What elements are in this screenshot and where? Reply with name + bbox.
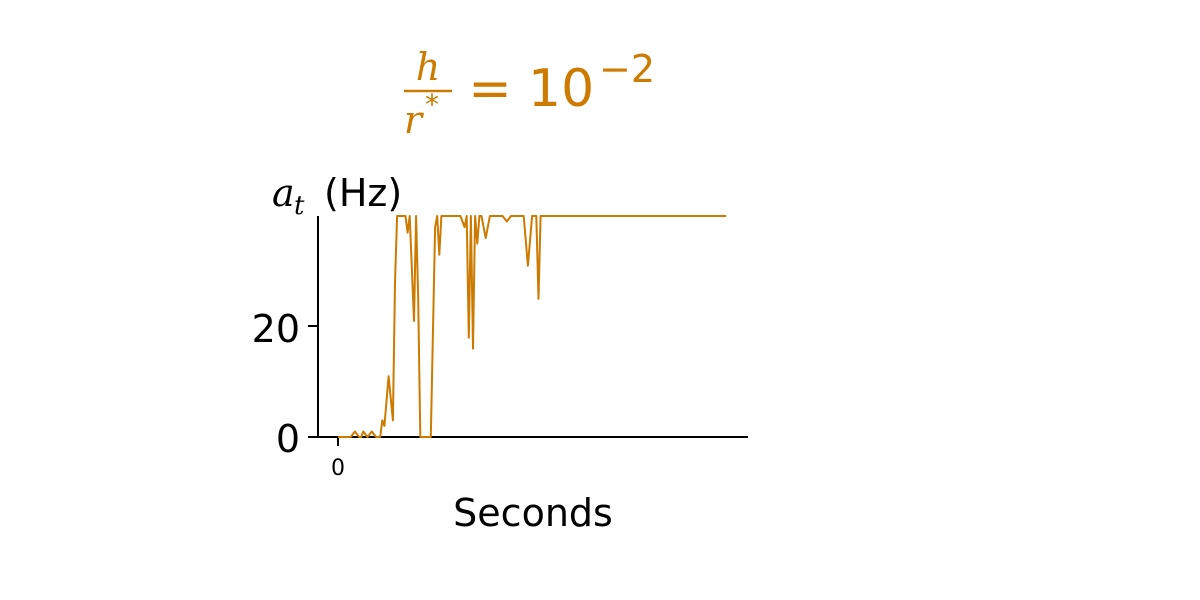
title-denominator: r (404, 98, 425, 142)
y-label-sub: t (294, 191, 305, 221)
title-denominator-sup: * (425, 88, 439, 121)
title-numerator: h (416, 45, 440, 89)
y-label-var: a (272, 171, 295, 215)
y-tick-label-20: 20 (252, 307, 300, 351)
title-equals: = (468, 59, 512, 119)
y-tick-label-0: 0 (276, 417, 300, 461)
x-tick-label-0: 0 (331, 456, 345, 481)
title-exponent: −2 (599, 47, 655, 91)
chart-title: h r * = 10 −2 (404, 45, 655, 142)
series-line (338, 215, 727, 438)
x-axis-label: Seconds (453, 491, 613, 535)
y-label-unit: (Hz) (324, 171, 402, 215)
y-axis-label: a t (Hz) (272, 171, 402, 221)
title-base: 10 (528, 59, 594, 119)
